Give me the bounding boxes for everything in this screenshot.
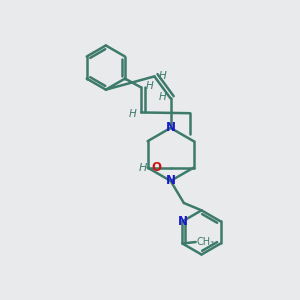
Text: CH₃: CH₃ [196, 237, 214, 247]
Text: H: H [146, 81, 153, 91]
Text: H: H [129, 109, 137, 119]
Text: H: H [139, 163, 147, 173]
Text: O: O [152, 161, 162, 174]
Text: N: N [166, 174, 176, 188]
Text: N: N [177, 215, 188, 228]
Text: H: H [158, 92, 166, 102]
Text: H: H [159, 71, 167, 81]
Text: N: N [166, 122, 176, 134]
